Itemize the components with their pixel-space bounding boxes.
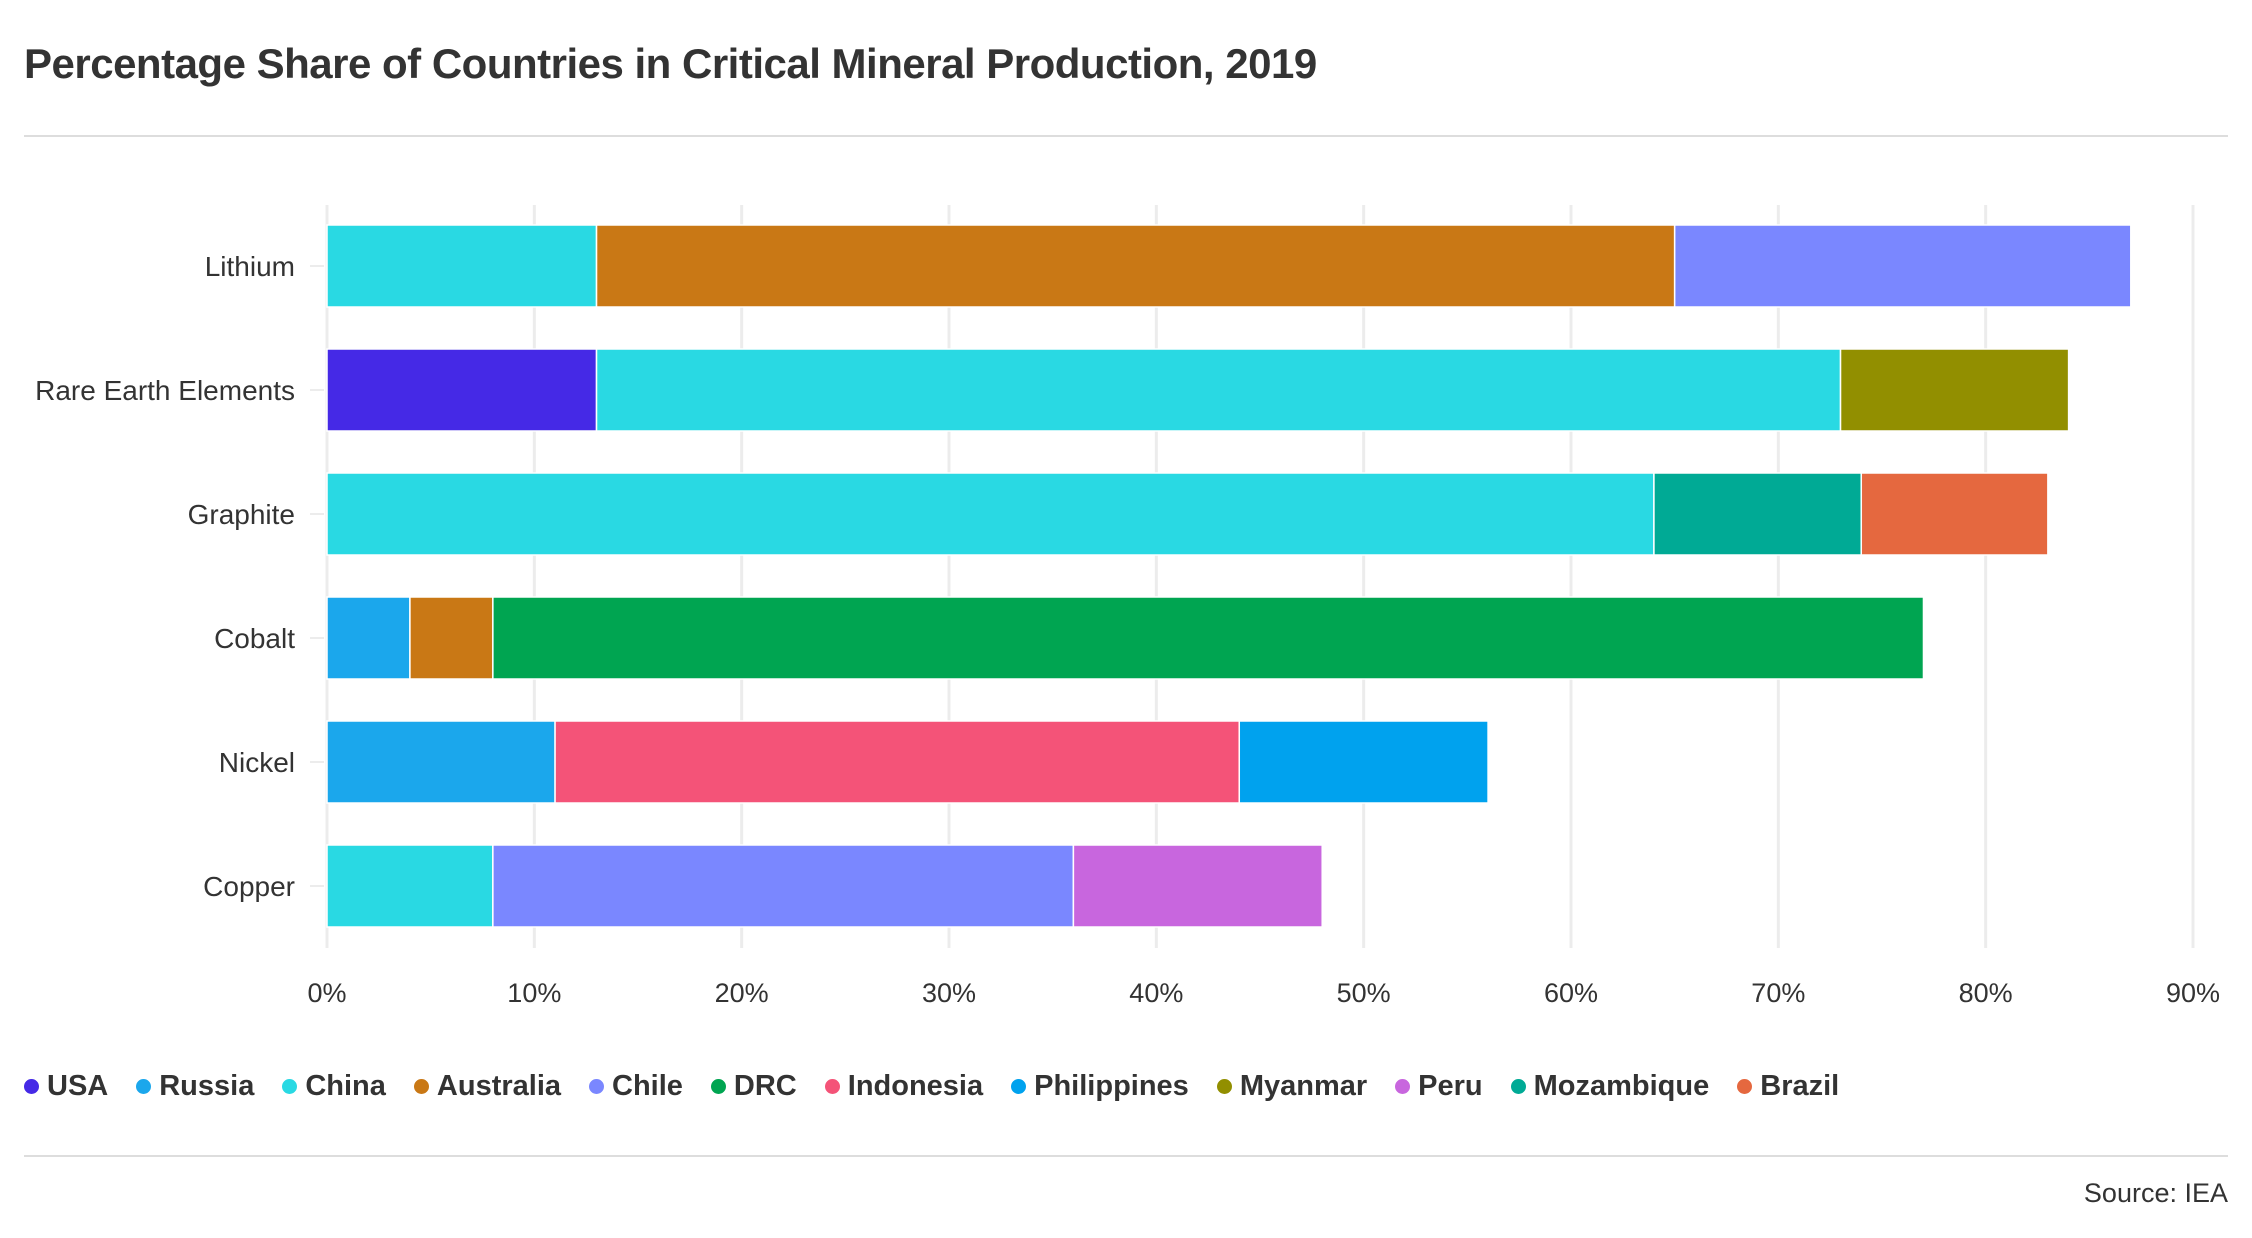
- bar-segment: China: 64%: [326, 472, 1655, 556]
- legend-label: DRC: [733, 1070, 797, 1102]
- legend-item[interactable]: Philippines: [1011, 1070, 1189, 1103]
- legend-item[interactable]: China: [282, 1070, 386, 1103]
- legend-label: Philippines: [1034, 1070, 1189, 1102]
- legend-swatch: [1216, 1079, 1232, 1094]
- bar-segment: China: 13%: [326, 224, 598, 308]
- x-tick-label: 0%: [307, 978, 346, 1008]
- bar-segment: China: 8%: [326, 844, 494, 928]
- x-tick-label: 60%: [1544, 978, 1598, 1008]
- bar-segment: Mozambique: 10%: [1653, 472, 1863, 556]
- legend-item[interactable]: Peru: [1395, 1070, 1483, 1103]
- legend-swatch: [413, 1079, 429, 1094]
- bar-segment: Australia: 4%: [409, 596, 494, 680]
- legend-swatch: [136, 1079, 152, 1094]
- legend-item[interactable]: Russia: [136, 1070, 254, 1103]
- legend-item[interactable]: Brazil: [1737, 1070, 1839, 1103]
- x-tick-label: 10%: [507, 978, 561, 1008]
- y-tick-label: Cobalt: [214, 623, 295, 654]
- bar-segment: USA: 13%: [326, 348, 598, 432]
- bar-segment: Philippines: 12%: [1238, 720, 1489, 804]
- legend-label: Peru: [1418, 1070, 1483, 1102]
- footer-divider: [24, 1155, 2228, 1157]
- y-tick-label: Rare Earth Elements: [35, 375, 295, 406]
- x-tick-label: 90%: [2166, 978, 2220, 1008]
- x-tick-label: 20%: [715, 978, 769, 1008]
- legend-item[interactable]: Australia: [413, 1070, 562, 1103]
- y-tick-label: Graphite: [188, 499, 295, 530]
- bar-segment: Chile: 28%: [492, 844, 1075, 928]
- x-tick-label: 40%: [1129, 978, 1183, 1008]
- bar-segment: Chile: 22%: [1673, 224, 2132, 308]
- y-tick-label: Lithium: [205, 251, 295, 282]
- legend-swatch: [1510, 1079, 1526, 1094]
- legend-swatch: [589, 1079, 605, 1094]
- bar-segment: Myanmar: 11%: [1839, 348, 2070, 432]
- bar-segment: Russia: 4%: [326, 596, 411, 680]
- chart-title: Percentage Share of Countries in Critica…: [24, 40, 1317, 87]
- legend-item[interactable]: Chile: [589, 1070, 683, 1103]
- legend-label: Australia: [436, 1070, 562, 1102]
- legend-swatch: [1011, 1079, 1027, 1094]
- legend: USA Russia China Australia Chile DRC Indonesia…: [24, 1070, 1839, 1103]
- legend-item[interactable]: DRC: [710, 1070, 797, 1103]
- legend-swatch: [24, 1079, 39, 1094]
- x-tick-label: 80%: [1959, 978, 2013, 1008]
- source-note: Source: IEA: [2083, 1178, 2228, 1208]
- legend-item[interactable]: Indonesia: [824, 1070, 984, 1103]
- legend-swatch: [824, 1079, 840, 1094]
- legend-item[interactable]: Mozambique: [1510, 1070, 1710, 1103]
- legend-item[interactable]: Myanmar: [1216, 1070, 1368, 1103]
- legend-label: China: [305, 1070, 386, 1102]
- legend-item[interactable]: USA: [24, 1070, 108, 1103]
- legend-label: Mozambique: [1533, 1070, 1710, 1102]
- legend-swatch: [282, 1079, 298, 1094]
- legend-label: Myanmar: [1239, 1070, 1368, 1102]
- x-tick-label: 50%: [1337, 978, 1391, 1008]
- legend-label: Russia: [159, 1070, 255, 1102]
- legend-label: Brazil: [1760, 1070, 1840, 1102]
- bar-segment: Russia: 11%: [326, 720, 556, 804]
- header-divider: [24, 135, 2228, 137]
- bar-segment: Indonesia: 33%: [554, 720, 1241, 804]
- bar-segment: DRC: 69%: [492, 596, 1925, 680]
- y-tick-label: Copper: [203, 871, 295, 902]
- legend-swatch: [1737, 1079, 1753, 1094]
- x-tick-label: 30%: [922, 978, 976, 1008]
- legend-swatch: [1395, 1079, 1411, 1094]
- legend-swatch: [710, 1079, 726, 1094]
- x-tick-label: 70%: [1751, 978, 1805, 1008]
- legend-label: Indonesia: [847, 1070, 984, 1102]
- y-tick-label: Nickel: [219, 747, 295, 778]
- bar-segment: Peru: 12%: [1072, 844, 1323, 928]
- legend-label: USA: [47, 1070, 109, 1102]
- bar-segment: China: 60%: [595, 348, 1842, 432]
- bar-segment: Australia: 52%: [595, 224, 1676, 308]
- bar-segment: Brazil: 9%: [1860, 472, 2049, 556]
- legend-label: Chile: [612, 1070, 683, 1102]
